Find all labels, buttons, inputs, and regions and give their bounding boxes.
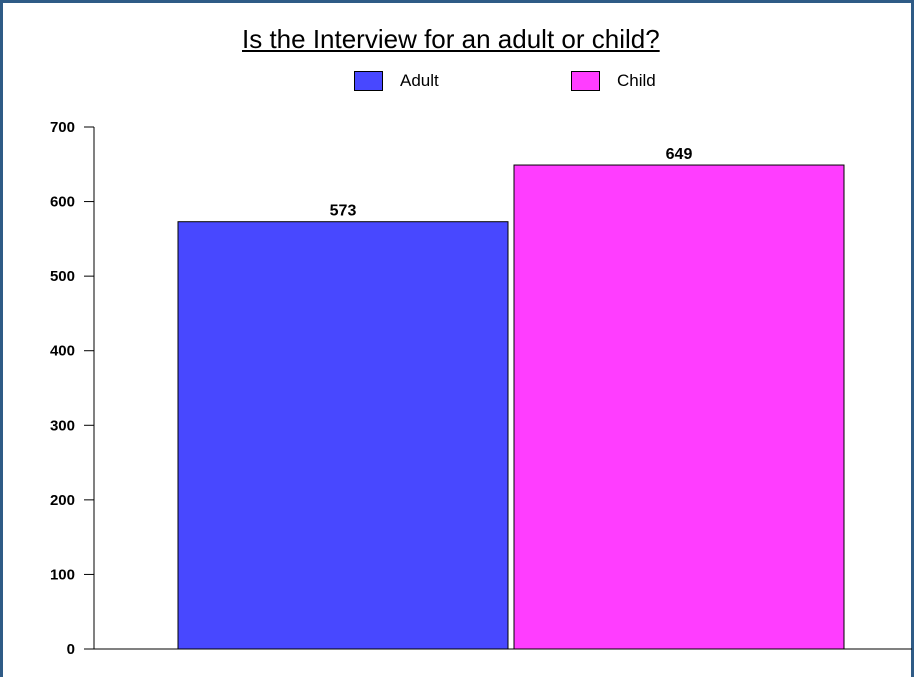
bar-adult: [177, 221, 509, 650]
y-tick-label-200: 200: [50, 492, 75, 509]
legend-swatch-child: [571, 71, 600, 91]
legend-label-adult: Adult: [400, 71, 439, 90]
y-tick-label-700: 700: [50, 119, 75, 136]
bar-child: [513, 164, 845, 650]
y-tick-label-600: 600: [50, 194, 75, 211]
chart-title: Is the Interview for an adult or child?: [242, 24, 660, 54]
y-tick-label-300: 300: [50, 417, 75, 434]
y-tick-label-500: 500: [50, 268, 75, 285]
legend-item-child: Child: [571, 71, 656, 91]
y-tick-label-100: 100: [50, 566, 75, 583]
legend-swatch-adult: [354, 71, 383, 91]
y-tick-label-0: 0: [67, 641, 75, 658]
legend-label-child: Child: [617, 71, 656, 90]
bar-value-label-adult: 573: [330, 203, 357, 220]
legend-item-adult: Adult: [354, 71, 439, 91]
y-tick-label-400: 400: [50, 343, 75, 360]
bar-value-label-child: 649: [666, 146, 693, 163]
